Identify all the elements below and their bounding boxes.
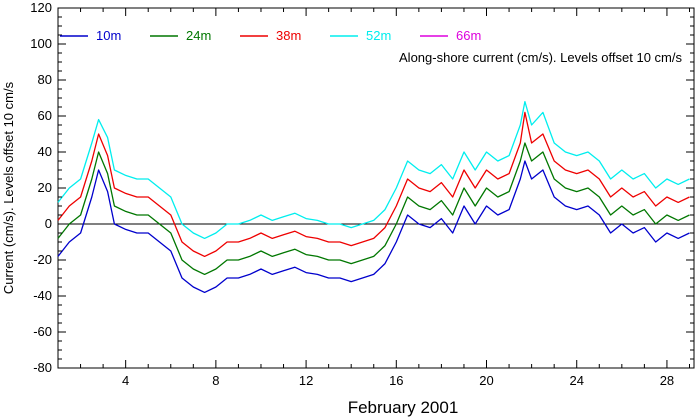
series-line-38m	[57, 111, 690, 258]
series-line-24m	[57, 142, 690, 276]
x-axis: 4 8 12 16 20 24 28	[80, 8, 690, 388]
legend-label-38m: 38m	[276, 28, 301, 43]
y-axis-title: Current (cm/s). Levels offset 10 cm/s	[1, 81, 16, 294]
y-tick-label: 120	[30, 0, 52, 15]
y-tick-label: -80	[33, 360, 52, 375]
legend-label-66m: 66m	[456, 28, 481, 43]
x-tick-label: 8	[212, 373, 219, 388]
y-tick-label: 60	[38, 108, 52, 123]
y-tick-label: -60	[33, 324, 52, 339]
x-tick-label: 16	[389, 373, 403, 388]
x-tick-label: 20	[479, 373, 493, 388]
legend: 10m 24m 38m 52m 66m	[60, 28, 481, 43]
y-tick-label: 40	[38, 144, 52, 159]
series-line-52m	[57, 100, 690, 240]
y-tick-label: -20	[33, 252, 52, 267]
x-tick-label: 12	[299, 373, 313, 388]
legend-label-52m: 52m	[366, 28, 391, 43]
series-layer	[57, 100, 690, 294]
y-tick-label: 100	[30, 36, 52, 51]
y-tick-label: 80	[38, 72, 52, 87]
x-tick-label: 28	[660, 373, 674, 388]
chart-annotation: Along-shore current (cm/s). Levels offse…	[399, 50, 682, 65]
y-tick-label: -40	[33, 288, 52, 303]
y-tick-label: 20	[38, 180, 52, 195]
legend-label-10m: 10m	[96, 28, 121, 43]
x-axis-title: February 2001	[348, 398, 459, 417]
x-tick-label: 4	[122, 373, 129, 388]
y-axis: -80 -60 -40 -20 0 20 40 60 80 100 120	[30, 0, 694, 375]
series-line-10m	[57, 160, 690, 294]
x-tick-label: 24	[569, 373, 583, 388]
legend-label-24m: 24m	[186, 28, 211, 43]
y-tick-label: 0	[45, 216, 52, 231]
